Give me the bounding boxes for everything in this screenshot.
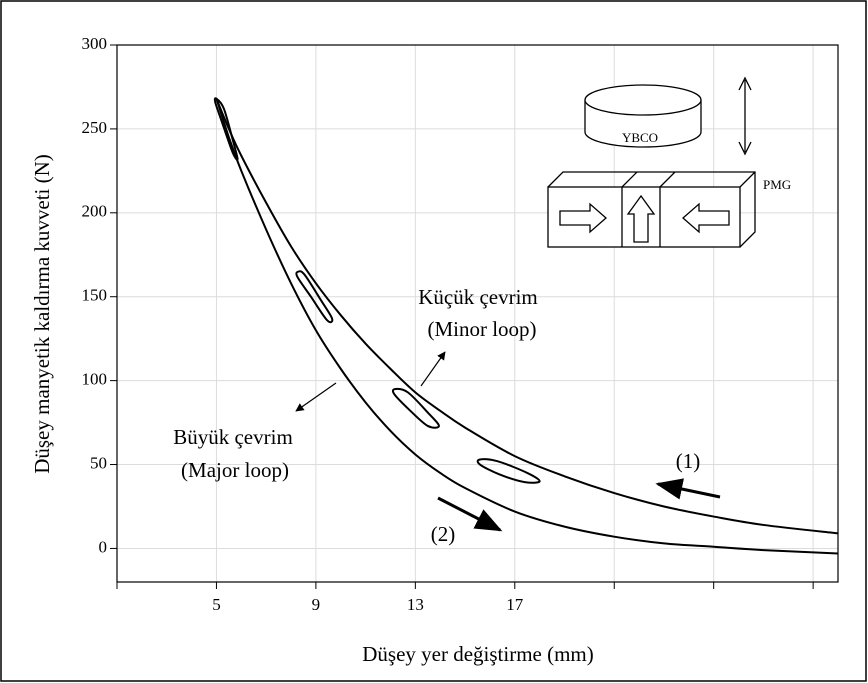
minor-loop — [476, 458, 541, 484]
annotation: Küçük çevrim — [418, 285, 538, 309]
annotation: (1) — [676, 449, 701, 473]
inset-label: PMG — [763, 177, 791, 192]
minor-loop — [295, 270, 334, 324]
minor-loop — [213, 97, 239, 161]
y-tick-label: 250 — [82, 118, 108, 137]
pointer-arrow — [295, 382, 337, 412]
y-tick-label: 0 — [99, 537, 108, 556]
annotation: Büyük çevrim — [173, 425, 293, 449]
curve — [215, 98, 839, 555]
y-tick-label: 200 — [82, 202, 108, 221]
annotation: (2) — [431, 522, 456, 546]
minor-loop — [391, 387, 440, 429]
inset — [547, 76, 756, 248]
grid: 0 50 100 150 200 250 300 5 9 13 17 — [82, 34, 838, 614]
y-axis-label: Düşey manyetik kaldırma kuvveti (N) — [30, 154, 54, 474]
annotation: (Major loop) — [181, 458, 289, 482]
plot-frame — [116, 44, 839, 583]
curve — [215, 98, 839, 535]
annotation: (Minor loop) — [427, 317, 536, 341]
x-tick-label: 17 — [506, 595, 524, 614]
direction-arrow — [437, 496, 503, 532]
inset-label: YBCO — [622, 130, 658, 145]
x-tick-label: 13 — [407, 595, 424, 614]
y-tick-label: 50 — [90, 453, 107, 472]
plot — [213, 97, 839, 555]
x-axis-label: Düşey yer değiştirme (mm) — [362, 642, 594, 666]
y-tick-label: 150 — [82, 286, 108, 305]
x-tick-label: 5 — [212, 595, 221, 614]
x-tick-label: 9 — [312, 595, 321, 614]
direction-arrow — [655, 478, 721, 500]
y-tick-label: 300 — [82, 34, 108, 53]
y-tick-label: 100 — [82, 370, 108, 389]
pointer-arrow — [420, 351, 446, 387]
